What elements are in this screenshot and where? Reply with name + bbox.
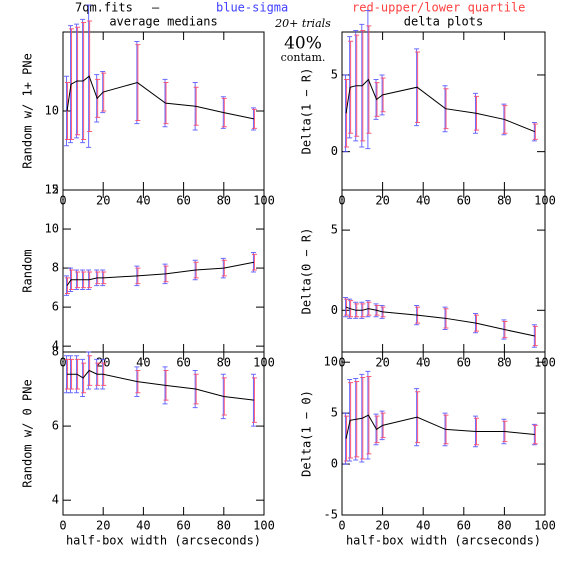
x-tick-label: 20 [96,194,110,208]
x-tick-label: 60 [457,519,471,533]
error-bar [532,424,538,445]
x-tick-label: 40 [136,194,150,208]
x-tick-label: 60 [176,356,190,370]
error-bar [532,325,538,347]
data-line [345,414,535,439]
y-tick-label: 10 [45,222,59,236]
x-tick-label: 40 [416,519,430,533]
frame [62,31,265,191]
trials: 20+ trials [274,17,331,30]
y-tick-label: -5 [324,508,338,522]
y-tick-label: 12 [45,183,59,197]
percent: 40% [284,34,322,54]
error-bar [251,377,257,423]
x-tick-label: 20 [375,356,389,370]
x-tick-label: 100 [534,519,556,533]
x-tick-label: 80 [497,519,511,533]
x-tick-label: 40 [136,356,150,370]
data-line [66,75,255,120]
frame [62,189,265,353]
y-tick-label: 0 [331,457,338,471]
error-bar [251,108,257,129]
frame [341,31,546,191]
y-axis-label: Random [21,249,35,292]
error-bar [343,412,349,465]
y-axis-label: Delta(0 − R) [300,228,314,315]
x-tick-label: 40 [416,356,430,370]
y-tick-label: 8 [52,261,59,275]
y-tick-label: 6 [52,300,59,314]
x-tick-label: 80 [497,356,511,370]
data-line [345,78,536,133]
y-axis-label: Random w/ 1+ PNe [21,53,35,169]
contam: contam. [281,51,326,64]
error-bar [532,123,538,140]
x-tick-label: 80 [217,194,231,208]
panel-title: average medians [109,15,217,29]
y-axis-label: Random w/ 0 PNe [21,379,35,487]
data-line [67,369,255,401]
legend-sigma: blue-sigma [216,1,288,15]
error-bar [343,74,349,153]
data-line [66,261,255,286]
x-tick-label: 40 [416,194,430,208]
panel-title: delta plots [404,15,483,29]
y-tick-label: 4 [52,493,59,507]
x-tick-label: 0 [338,519,345,533]
x-tick-label: 80 [217,356,231,370]
y-tick-label: 10 [324,355,338,369]
y-axis-label: Delta(1 − 0) [300,390,314,477]
y-tick-label: 0 [331,144,338,158]
data-line [345,306,535,337]
frame [341,351,546,516]
y-tick-label: 5 [331,67,338,81]
x-tick-label: 20 [375,194,389,208]
y-tick-label: 0 [331,303,338,317]
legend-quartile: red-upper/lower quartile [352,1,525,15]
x-tick-label: 80 [217,519,231,533]
x-tick-label: 60 [457,194,471,208]
x-axis-label: half-box width (arcseconds) [66,534,261,548]
y-tick-label: 4 [52,339,59,353]
x-tick-label: 60 [457,356,471,370]
x-tick-label: 100 [253,519,275,533]
error-bar [64,75,70,147]
x-tick-label: 40 [136,519,150,533]
error-bar [251,253,257,271]
x-axis-label: half-box width (arcseconds) [346,534,541,548]
frame [341,189,546,353]
dash: – [152,1,160,15]
y-tick-label: 8 [52,345,59,359]
x-tick-label: 60 [176,519,190,533]
x-tick-label: 0 [59,519,66,533]
x-tick-label: 20 [96,519,110,533]
y-tick-label: 10 [45,104,59,118]
x-tick-label: 60 [176,194,190,208]
error-bar [343,296,349,318]
y-tick-label: 5 [331,406,338,420]
y-tick-label: 6 [52,419,59,433]
y-tick-label: 5 [52,183,59,197]
x-tick-label: 80 [497,194,511,208]
frame [62,351,265,516]
y-tick-label: 5 [331,223,338,237]
x-tick-label: 20 [375,519,389,533]
file-name: 7qm.fits [75,1,133,15]
y-axis-label: Delta(1 − R) [300,68,314,155]
error-bar [64,275,70,296]
